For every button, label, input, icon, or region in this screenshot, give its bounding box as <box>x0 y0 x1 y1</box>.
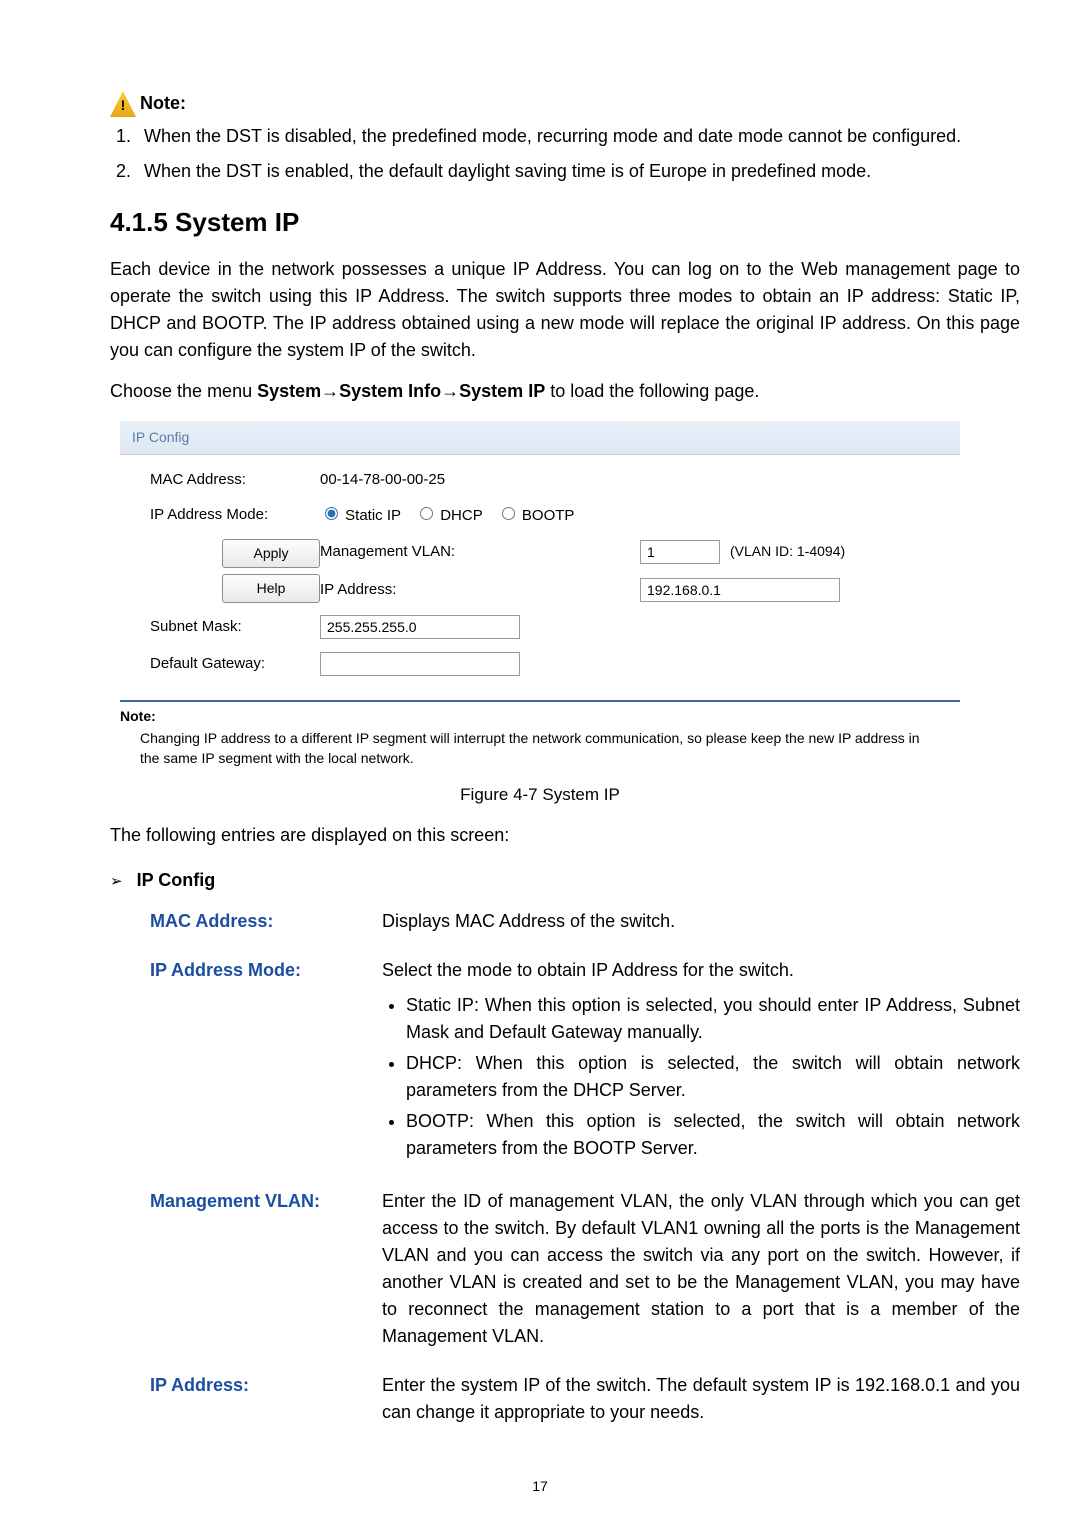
mac-address-value: 00-14-78-00-00-25 <box>320 469 640 492</box>
field-desc-ip: Enter the system IP of the switch. The d… <box>382 1372 1020 1426</box>
field-desc-mode-line: Select the mode to obtain IP Address for… <box>382 960 794 980</box>
management-vlan-input[interactable] <box>640 540 720 564</box>
mode-options-list: Static IP: When this option is selected,… <box>406 992 1020 1162</box>
menu-suffix: to load the following page. <box>545 381 759 401</box>
list-item: When the DST is enabled, the default day… <box>136 158 1020 185</box>
section-title: 4.1.5 System IP <box>110 203 1020 242</box>
field-desc-mac: Displays MAC Address of the switch. <box>382 908 1020 935</box>
radio-dhcp[interactable]: DHCP <box>415 504 483 528</box>
list-item: DHCP: When this option is selected, the … <box>406 1050 1020 1104</box>
radio-dhcp-input[interactable] <box>420 507 433 520</box>
default-gateway-label: Default Gateway: <box>150 653 320 676</box>
radio-bootp-label: BOOTP <box>522 507 575 524</box>
field-label-mac: MAC Address: <box>150 908 370 935</box>
management-vlan-label: Management VLAN: <box>320 541 640 564</box>
list-item: Static IP: When this option is selected,… <box>406 992 1020 1046</box>
default-gateway-input[interactable] <box>320 652 520 676</box>
ip-config-panel: IP Config MAC Address: 00-14-78-00-00-25… <box>120 421 960 768</box>
list-item: When the DST is disabled, the predefined… <box>136 123 1020 150</box>
mac-address-label: MAC Address: <box>150 469 320 492</box>
radio-bootp[interactable]: BOOTP <box>497 504 575 528</box>
radio-bootp-input[interactable] <box>502 507 515 520</box>
list-item: BOOTP: When this option is selected, the… <box>406 1108 1020 1162</box>
radio-static-ip[interactable]: Static IP <box>320 504 401 528</box>
subnet-mask-input[interactable] <box>320 615 520 639</box>
field-desc-vlan: Enter the ID of management VLAN, the onl… <box>382 1188 1020 1350</box>
subnet-mask-label: Subnet Mask: <box>150 616 320 639</box>
radio-dhcp-label: DHCP <box>440 507 483 524</box>
vlan-hint: (VLAN ID: 1-4094) <box>730 541 845 562</box>
radio-static-ip-input[interactable] <box>325 507 338 520</box>
menu-prefix: Choose the menu <box>110 381 257 401</box>
ip-mode-label: IP Address Mode: <box>150 504 320 527</box>
menu-path: System→System Info→System IP <box>257 381 545 401</box>
page-number: 17 <box>60 1476 1020 1497</box>
panel-header: IP Config <box>120 421 960 455</box>
menu-instruction: Choose the menu System→System Info→Syste… <box>110 378 1020 405</box>
ip-mode-radio-group: Static IP DHCP BOOTP <box>320 504 640 528</box>
field-desc-mode: Select the mode to obtain IP Address for… <box>382 957 1020 1166</box>
warning-icon: ! <box>110 91 136 117</box>
ip-address-label: IP Address: <box>320 579 640 602</box>
apply-button[interactable]: Apply <box>222 539 320 568</box>
ip-config-subheading: IP Config <box>137 867 216 894</box>
field-label-mode: IP Address Mode: <box>150 957 370 1166</box>
entries-intro: The following entries are displayed on t… <box>110 822 1020 849</box>
radio-static-ip-label: Static IP <box>345 507 401 524</box>
panel-note-body: Changing IP address to a different IP se… <box>140 729 940 768</box>
field-label-vlan: Management VLAN: <box>150 1188 370 1350</box>
panel-note-title: Note: <box>120 706 960 727</box>
field-label-ip: IP Address: <box>150 1372 370 1426</box>
ip-address-input[interactable] <box>640 578 840 602</box>
dst-note-list: When the DST is disabled, the predefined… <box>110 123 1020 185</box>
intro-paragraph: Each device in the network possesses a u… <box>110 256 1020 364</box>
help-button[interactable]: Help <box>222 574 320 603</box>
note-heading: Note: <box>140 90 186 117</box>
figure-caption: Figure 4-7 System IP <box>60 782 1020 808</box>
chevron-icon: ➢ <box>110 871 123 894</box>
panel-divider <box>120 700 960 702</box>
